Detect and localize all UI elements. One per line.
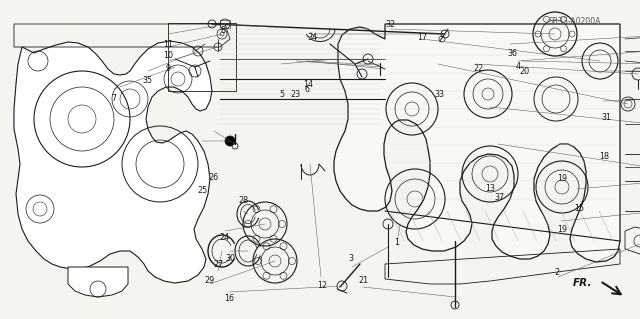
- Text: 21: 21: [358, 276, 369, 285]
- Text: 37: 37: [494, 193, 504, 202]
- Text: 33: 33: [434, 90, 444, 99]
- Text: 29: 29: [205, 276, 215, 285]
- Text: 17: 17: [417, 33, 428, 42]
- Text: 2: 2: [554, 268, 559, 277]
- Text: 14: 14: [303, 80, 314, 89]
- Text: SR33-A0200A: SR33-A0200A: [549, 17, 601, 26]
- Text: 27: 27: [214, 260, 224, 269]
- Text: 30: 30: [225, 254, 236, 263]
- Text: 11: 11: [163, 40, 173, 49]
- Text: 3: 3: [348, 254, 353, 263]
- Text: 19: 19: [557, 174, 567, 183]
- Text: 24: 24: [219, 233, 229, 242]
- Text: 26: 26: [209, 173, 219, 182]
- Text: 6: 6: [305, 85, 310, 94]
- Text: 35: 35: [143, 76, 153, 85]
- Text: 4: 4: [516, 63, 521, 71]
- Text: 25: 25: [197, 186, 207, 195]
- Text: 32: 32: [385, 20, 396, 29]
- Text: 23: 23: [291, 90, 301, 99]
- Text: 5: 5: [279, 90, 284, 99]
- Text: 28: 28: [238, 197, 248, 205]
- Text: 20: 20: [520, 67, 530, 76]
- Bar: [220, 20, 230, 28]
- Circle shape: [225, 136, 235, 146]
- Text: 18: 18: [599, 152, 609, 161]
- Text: 1: 1: [394, 238, 399, 247]
- Text: 22: 22: [474, 64, 484, 73]
- Text: 13: 13: [485, 184, 495, 193]
- Text: 31: 31: [602, 113, 612, 122]
- Text: 15: 15: [574, 204, 584, 213]
- Text: 9: 9: [166, 64, 171, 73]
- Polygon shape: [334, 24, 620, 262]
- Polygon shape: [68, 267, 128, 297]
- Text: 34: 34: [307, 33, 317, 42]
- Text: 36: 36: [507, 49, 517, 58]
- Text: 12: 12: [317, 281, 327, 290]
- Text: 10: 10: [163, 51, 173, 60]
- Text: 16: 16: [224, 294, 234, 303]
- Text: 8: 8: [220, 26, 225, 35]
- Bar: [168, 23, 236, 91]
- Text: 19: 19: [557, 225, 567, 234]
- Text: 7: 7: [111, 94, 116, 103]
- Polygon shape: [14, 41, 212, 283]
- Text: FR.: FR.: [573, 278, 592, 288]
